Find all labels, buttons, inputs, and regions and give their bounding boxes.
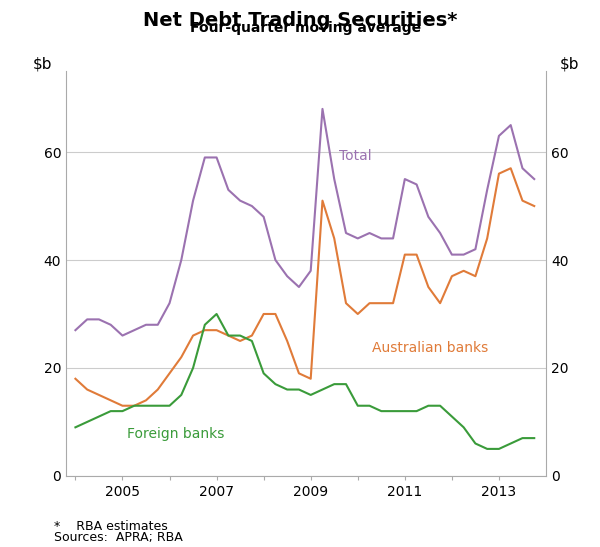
Text: $b: $b (560, 56, 580, 71)
Text: $b: $b (32, 56, 52, 71)
Text: *    RBA estimates: * RBA estimates (54, 520, 168, 533)
Text: Foreign banks: Foreign banks (127, 427, 224, 441)
Text: Australian banks: Australian banks (372, 341, 488, 355)
Text: Sources:  APRA; RBA: Sources: APRA; RBA (54, 531, 183, 544)
Title: Four-quarter moving average: Four-quarter moving average (190, 21, 422, 35)
Text: Net Debt Trading Securities*: Net Debt Trading Securities* (143, 11, 457, 30)
Text: Total: Total (339, 149, 371, 163)
